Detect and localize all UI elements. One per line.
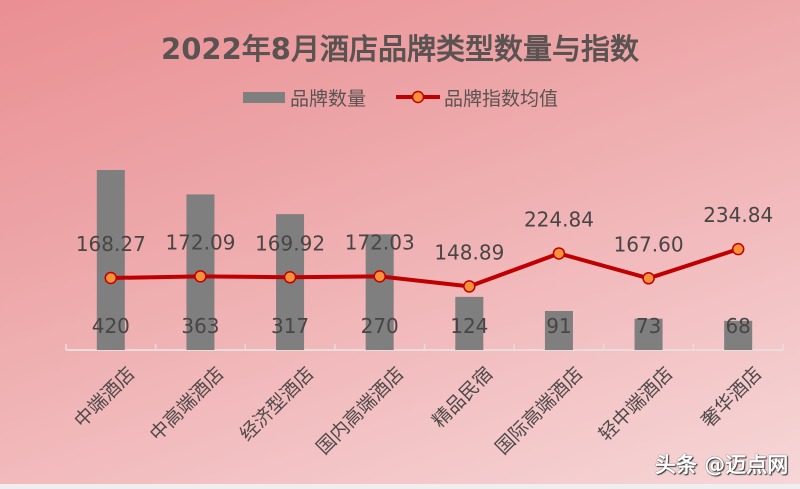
bar [96,170,125,350]
legend-bar-swatch [243,92,285,103]
line-value-label: 172.03 [345,230,415,254]
index-line [110,247,739,289]
line-value-label: 167.60 [614,232,684,256]
line-marker [552,247,566,260]
legend-bar-label: 品牌数量 [290,88,367,110]
line-value-label: 224.84 [524,207,594,231]
bar [724,320,753,350]
line-value-label: 172.09 [165,230,235,254]
legend-line-label: 品牌指数均值 [444,88,559,110]
bar [544,311,573,350]
line-value-label: 234.84 [703,203,773,227]
bar-value-label: 124 [450,314,488,338]
bar-value-label: 68 [725,314,750,338]
line-marker [373,270,386,283]
line-value-label: 169.92 [255,231,325,255]
line-marker [104,271,118,285]
line-marker [463,280,476,293]
line-marker [642,272,655,285]
watermark: 头条 @迈点网 [655,453,789,477]
line-marker [731,242,745,256]
legend: 品牌数量 品牌指数均值 [0,84,800,110]
line-marker [194,270,207,283]
bar-value-label: 420 [92,314,130,338]
bar [455,296,484,350]
bar-value-label: 363 [181,314,219,338]
bar-value-label: 91 [546,314,571,338]
chart-title: 2022年8月酒店品牌类型数量与指数 [161,32,639,66]
bar-value-label: 73 [636,314,661,338]
bar-value-label: 317 [271,314,309,338]
legend-line-swatch [396,90,440,104]
line-marker [283,271,297,284]
line-value-label: 148.89 [434,240,504,264]
bar-value-label: 270 [361,314,399,338]
line-value-label: 168.27 [76,232,146,256]
bar [634,318,663,350]
bar [365,234,394,350]
